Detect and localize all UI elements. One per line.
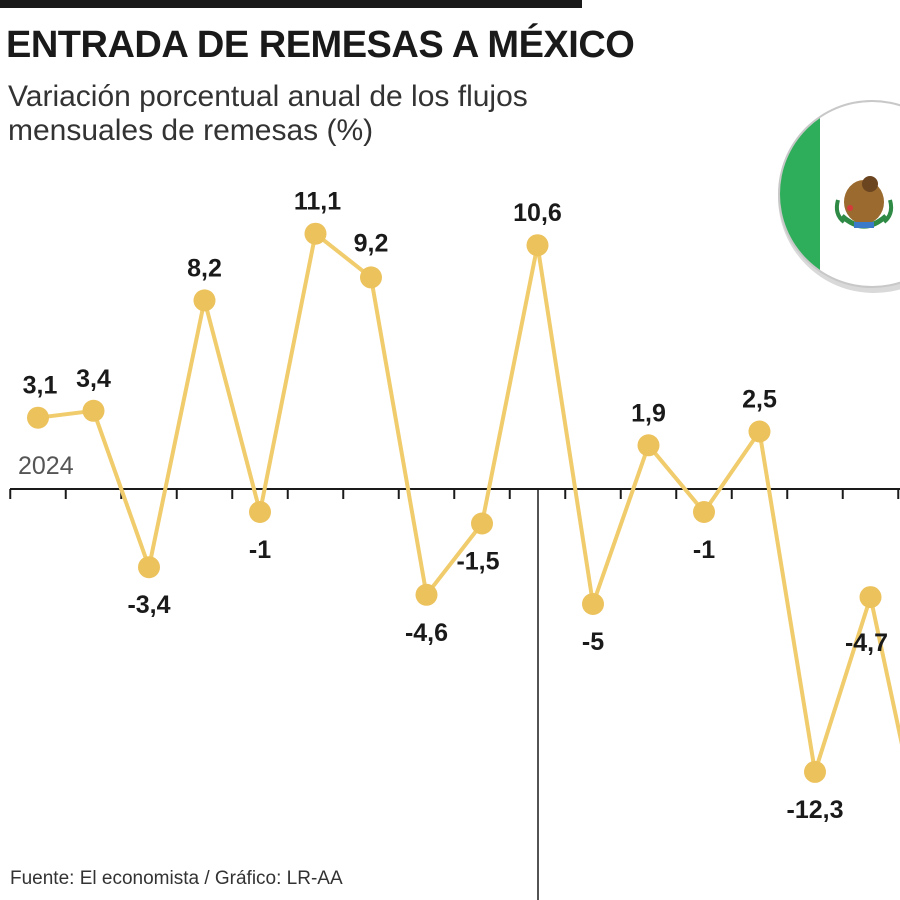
data-point xyxy=(138,556,160,579)
data-point xyxy=(249,501,271,523)
top-rule xyxy=(0,0,582,8)
data-point xyxy=(27,406,49,429)
data-label: 1,9 xyxy=(631,399,666,427)
data-point xyxy=(415,583,438,606)
data-label: -3,4 xyxy=(127,591,170,619)
data-point xyxy=(859,586,882,609)
coat-of-arms-icon xyxy=(834,176,894,229)
source-note: Fuente: El economista / Gráfico: LR-AA xyxy=(10,868,343,889)
data-point xyxy=(693,501,715,523)
year-label: 2024 xyxy=(18,452,74,480)
data-label: 9,2 xyxy=(354,229,389,257)
data-label: -12,3 xyxy=(787,796,844,824)
data-label: 11,1 xyxy=(294,188,341,216)
data-point xyxy=(582,593,604,615)
data-point xyxy=(82,399,105,422)
data-label: 10,6 xyxy=(513,199,562,227)
data-label: 2,5 xyxy=(742,386,777,414)
data-label: 8,2 xyxy=(187,254,222,282)
data-label: 3,1 xyxy=(23,372,58,400)
data-point xyxy=(804,760,826,783)
data-point xyxy=(304,222,327,245)
data-point xyxy=(471,512,493,535)
data-label: -1 xyxy=(693,536,715,564)
data-label: -4,7 xyxy=(845,629,888,657)
chart-subtitle: Variación porcentual anual de los flujos… xyxy=(8,80,528,147)
data-label: -1,5 xyxy=(456,548,499,576)
data-label: 3,4 xyxy=(76,365,111,393)
data-point xyxy=(526,234,549,257)
data-point xyxy=(360,266,382,289)
data-label: -1 xyxy=(249,536,271,564)
mexico-flag-icon xyxy=(778,100,900,293)
data-label: -5 xyxy=(582,628,604,656)
data-point xyxy=(193,289,216,312)
data-point xyxy=(637,434,660,457)
data-point xyxy=(748,420,771,443)
chart-title: ENTRADA DE REMESAS A MÉXICO xyxy=(6,24,635,66)
series-line xyxy=(37,231,900,774)
data-label: -4,6 xyxy=(405,619,448,647)
